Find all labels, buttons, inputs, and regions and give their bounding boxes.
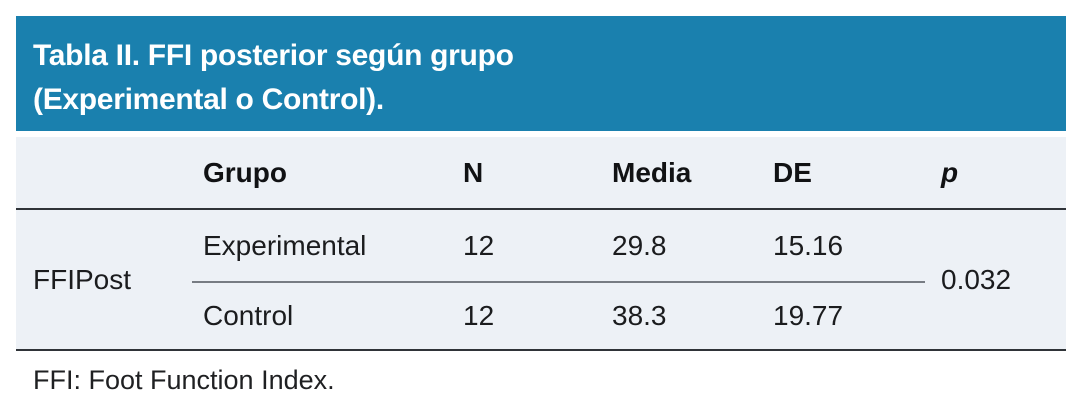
column-header-empty bbox=[16, 137, 192, 210]
table-grid: Grupo N Media DE p FFIPost Experimental … bbox=[16, 137, 1066, 349]
column-header-de: DE bbox=[760, 137, 925, 210]
cell-n-control: 12 bbox=[463, 300, 495, 331]
cell-grupo-experimental: Experimental bbox=[192, 210, 445, 283]
cell-media-control: 38.3 bbox=[612, 300, 667, 331]
column-header-p: p bbox=[925, 137, 1066, 210]
row-group-label-ffipost: FFIPost bbox=[33, 263, 132, 295]
table-title-line2: (Experimental o Control). bbox=[33, 83, 384, 116]
table-card: Tabla II. FFI posterior según grupo (Exp… bbox=[16, 16, 1066, 396]
cell-p-value: 0.032 bbox=[941, 263, 1012, 295]
table-title-line1: Tabla II. FFI posterior según grupo bbox=[33, 39, 514, 72]
cell-de-control: 19.77 bbox=[773, 300, 844, 331]
cell-de-experimental: 15.16 bbox=[760, 210, 925, 283]
cell-grupo-control: Control bbox=[203, 300, 294, 331]
cell-n-experimental: 12 bbox=[445, 210, 600, 283]
column-header-grupo: Grupo bbox=[192, 137, 445, 210]
cell-media-experimental: 29.8 bbox=[600, 210, 760, 283]
table-title-bar: Tabla II. FFI posterior según grupo (Exp… bbox=[16, 16, 1066, 131]
column-header-n: N bbox=[445, 137, 600, 210]
column-header-media: Media bbox=[600, 137, 760, 210]
data-table: Grupo N Media DE p FFIPost Experimental … bbox=[16, 137, 1066, 351]
table-footnote: FFI: Foot Function Index. bbox=[33, 365, 335, 395]
